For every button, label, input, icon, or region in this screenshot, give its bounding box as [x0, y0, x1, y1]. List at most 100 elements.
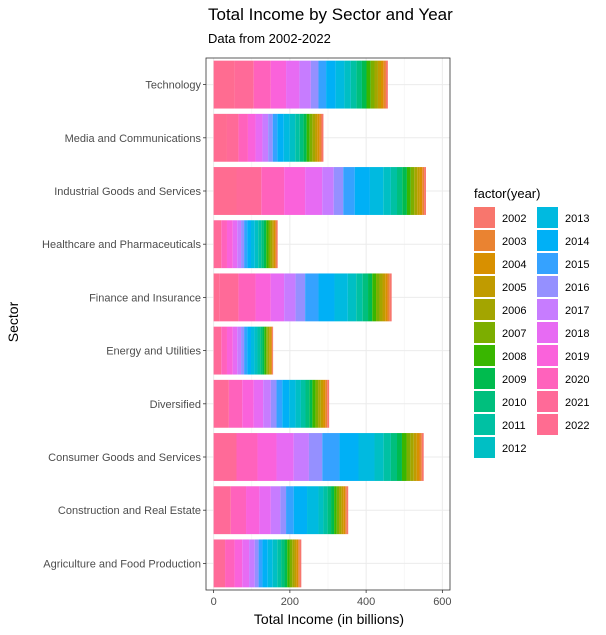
bar-segment	[401, 433, 407, 481]
chart-title: Total Income by Sector and Year	[208, 5, 453, 24]
bar-segment	[293, 486, 308, 535]
bar-segment	[295, 379, 301, 428]
bar-segment	[254, 220, 259, 269]
bar-stack	[213, 113, 324, 162]
bar-segment	[299, 539, 302, 588]
bar-segment	[226, 220, 233, 269]
bar-segment	[213, 486, 231, 535]
legend-key	[537, 299, 558, 320]
bar-segment	[286, 486, 294, 535]
legend-label: 2008	[502, 351, 526, 363]
bar-segment	[325, 379, 328, 428]
bar-stack	[213, 60, 388, 109]
bar-segment	[310, 60, 319, 109]
bar-segment	[264, 326, 267, 375]
bar-segment	[354, 167, 370, 215]
bar-segment	[299, 60, 311, 109]
y-tick-label: Diversified	[150, 399, 201, 411]
legend-label: 2022	[565, 420, 589, 432]
bar-segment	[230, 486, 247, 535]
chart-subtitle: Data from 2002-2022	[208, 31, 331, 46]
bar-segment	[253, 379, 264, 428]
bar-segment	[346, 486, 349, 535]
legend-label: 2021	[565, 397, 589, 409]
bar-segment	[258, 220, 262, 269]
legend-label: 2007	[502, 328, 526, 340]
bar-segment	[402, 167, 407, 215]
bar-segment	[277, 113, 284, 162]
legend-key	[537, 276, 558, 297]
bar-segment	[236, 167, 262, 215]
bar-segment	[272, 113, 278, 162]
bar-segment	[323, 486, 328, 535]
bar-segment	[307, 486, 319, 535]
bar-segment	[271, 326, 273, 375]
bar-segment	[419, 433, 422, 481]
bar-segment	[327, 486, 332, 535]
bar-segment	[284, 273, 296, 322]
bar-segment	[281, 539, 285, 588]
y-tick-label: Finance and Insurance	[89, 292, 201, 304]
bar-segment	[421, 433, 424, 481]
bar-segment	[347, 273, 357, 322]
bar-segment	[339, 486, 342, 535]
bar-segment	[369, 167, 384, 215]
bar-segment	[280, 486, 287, 535]
bar-segment	[255, 273, 271, 322]
bar-segment	[334, 486, 337, 535]
bar-segment	[383, 167, 391, 215]
y-tick-label: Agriculture and Food Production	[43, 558, 201, 570]
bar-stack	[213, 167, 426, 215]
bar-segment	[383, 433, 391, 481]
bar-segment	[237, 326, 242, 375]
bar-segment	[234, 539, 243, 588]
bar-segment	[232, 220, 238, 269]
bar-segment	[317, 113, 320, 162]
bar-segment	[422, 167, 425, 215]
bar-stack	[213, 433, 424, 481]
bar-segment	[275, 220, 277, 269]
bar-segment	[262, 326, 265, 375]
bar-segment	[366, 60, 371, 109]
bar-segment	[289, 379, 296, 428]
bar-segment	[244, 326, 248, 375]
bar-segment	[213, 273, 220, 322]
legend-label: 2009	[502, 374, 526, 386]
y-tick-label: Construction and Real Estate	[58, 505, 201, 517]
bar-segment	[374, 433, 384, 481]
legend-label: 2016	[565, 282, 589, 294]
bar-segment	[312, 379, 316, 428]
bar-stack	[213, 326, 274, 375]
bar-segment	[389, 273, 392, 322]
legend-label: 2017	[565, 305, 589, 317]
bar-segment	[247, 326, 251, 375]
bar-segment	[267, 326, 270, 375]
legend-label: 2019	[565, 351, 589, 363]
legend-key	[474, 322, 495, 343]
legend-label: 2005	[502, 282, 526, 294]
bar-segment	[372, 273, 377, 322]
legend-label: 2010	[502, 397, 526, 409]
legend-title: factor(year)	[474, 186, 540, 201]
bar-segment	[382, 273, 386, 322]
bar-segment	[242, 379, 254, 428]
y-tick-label: Industrial Goods and Services	[54, 186, 201, 198]
bar-segment	[333, 167, 344, 215]
bar-segment	[387, 273, 390, 322]
bar-segment	[276, 433, 294, 481]
bar-segment	[249, 539, 255, 588]
bar-segment	[219, 273, 239, 322]
y-tick-label: Consumer Goods and Services	[48, 452, 201, 464]
bar-segment	[270, 60, 287, 109]
bar-stack	[213, 379, 330, 428]
bar-segment	[268, 113, 273, 162]
bar-segment	[287, 539, 290, 588]
bar-segment	[236, 433, 258, 481]
legend-key	[474, 437, 495, 458]
bar-segment	[295, 113, 300, 162]
legend-key	[474, 345, 495, 366]
bar-segment	[385, 273, 388, 322]
bar-segment	[267, 539, 273, 588]
bar-segment	[390, 167, 398, 215]
bar-segment	[406, 167, 411, 215]
